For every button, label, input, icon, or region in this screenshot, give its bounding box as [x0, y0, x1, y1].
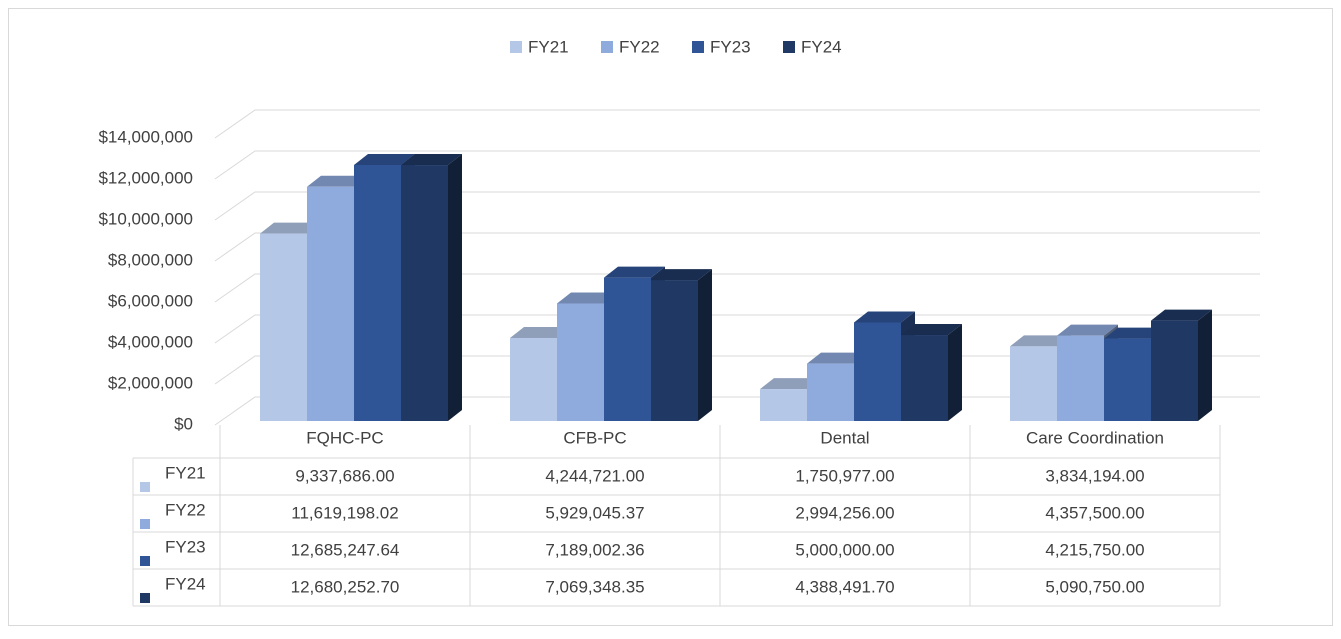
bar-top: [354, 153, 415, 165]
y-tick-label: $2,000,000: [108, 373, 193, 392]
bar-top: [510, 326, 571, 338]
table-value: 11,619,198.02: [291, 503, 398, 522]
table-value: 4,388,491.70: [795, 577, 894, 596]
bar-side: [698, 269, 712, 421]
legend-label: FY22: [619, 37, 660, 56]
bar-top: [854, 311, 915, 323]
legend-swatch: [601, 41, 613, 53]
bar-front: [1151, 320, 1198, 421]
legend-label: FY23: [710, 37, 751, 56]
bar-top: [760, 378, 821, 390]
table-row-label: FY23: [165, 537, 206, 556]
bar-front: [354, 164, 401, 421]
table-value: 4,244,721.00: [545, 466, 644, 485]
bar: [401, 154, 462, 422]
legend-swatch: [783, 41, 795, 53]
y-tick-label: $4,000,000: [108, 332, 193, 351]
table-value: 4,357,500.00: [1045, 503, 1144, 522]
legend-label: FY24: [801, 37, 842, 56]
y-tick-label: $0: [174, 414, 193, 433]
table-value: 2,994,256.00: [795, 503, 894, 522]
table-legend-key: [140, 556, 150, 566]
table-value: 5,929,045.37: [545, 503, 644, 522]
table-value: 7,069,348.35: [545, 577, 644, 596]
y-tick-label: $14,000,000: [98, 127, 193, 146]
y-tick-label: $8,000,000: [108, 250, 193, 269]
bar-top: [807, 352, 868, 364]
bar-front: [807, 363, 854, 421]
category-label: Care Coordination: [1026, 428, 1164, 447]
bar-top: [1010, 335, 1071, 347]
table-legend-key: [140, 519, 150, 529]
category-label: Dental: [820, 428, 869, 447]
table-legend-key: [140, 593, 150, 603]
grid-line: [214, 109, 1260, 139]
bar: [901, 324, 962, 421]
bar-front: [1104, 338, 1151, 421]
bar-top: [604, 266, 665, 278]
grid-line: [214, 314, 1260, 344]
table-row-label: FY21: [165, 463, 206, 482]
bar-front: [1057, 335, 1104, 421]
table-row-label: FY22: [165, 500, 206, 519]
y-tick-label: $10,000,000: [98, 209, 193, 228]
bar-front: [510, 337, 557, 421]
bar-front: [604, 277, 651, 421]
table-value: 3,834,194.00: [1045, 466, 1144, 485]
bar-top: [260, 222, 321, 234]
legend-label: FY21: [528, 37, 569, 56]
bar-front: [760, 389, 807, 421]
bar-front: [307, 186, 354, 421]
bar-front: [901, 335, 948, 421]
bar-top: [1057, 324, 1118, 336]
bar-top: [401, 154, 462, 166]
table-value: 9,337,686.00: [295, 466, 394, 485]
legend-swatch: [510, 41, 522, 53]
bar-top: [1104, 327, 1165, 339]
bar: [1151, 309, 1212, 421]
bar-front: [1010, 346, 1057, 421]
bar-top: [557, 292, 618, 304]
table-value: 5,000,000.00: [795, 540, 894, 559]
bar-top: [651, 269, 712, 281]
grid-line: [214, 150, 1260, 180]
bar-top: [307, 175, 368, 187]
table-value: 7,189,002.36: [545, 540, 644, 559]
legend-swatch: [692, 41, 704, 53]
bar-side: [1198, 309, 1212, 421]
bar-front: [401, 165, 448, 421]
table-value: 12,680,252.70: [291, 577, 400, 596]
table-value: 12,685,247.64: [291, 540, 400, 559]
bar-top: [901, 324, 962, 336]
y-tick-label: $6,000,000: [108, 291, 193, 310]
bar-side: [448, 154, 462, 422]
grid-line: [214, 273, 1260, 303]
table-value: 5,090,750.00: [1045, 577, 1144, 596]
grid-line: [214, 191, 1260, 221]
bar-front: [854, 322, 901, 421]
bar: [651, 269, 712, 421]
table-value: 4,215,750.00: [1045, 540, 1144, 559]
bar-front: [557, 303, 604, 421]
table-row-label: FY24: [165, 574, 206, 593]
bar-side: [948, 324, 962, 421]
table-legend-key: [140, 482, 150, 492]
table-value: 1,750,977.00: [795, 466, 894, 485]
category-label: CFB-PC: [563, 428, 626, 447]
bar-top: [1151, 309, 1212, 321]
grid-line: [214, 232, 1260, 262]
y-tick-label: $12,000,000: [98, 168, 193, 187]
category-label: FQHC-PC: [306, 428, 383, 447]
bar-front: [651, 280, 698, 421]
bar-front: [260, 233, 307, 421]
